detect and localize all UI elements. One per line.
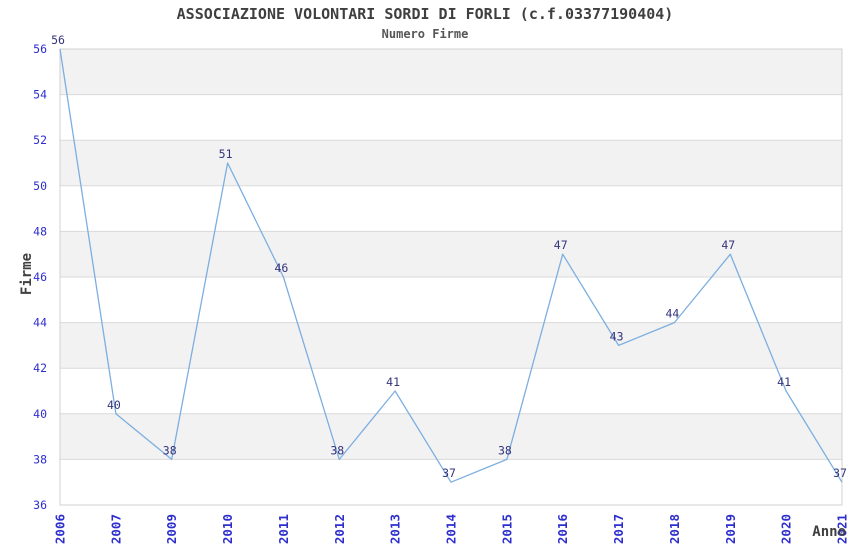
chart-subtitle: Numero Firme — [381, 27, 469, 41]
y-tick-label: 46 — [33, 270, 47, 284]
y-tick-label: 50 — [33, 179, 47, 193]
x-tick-label: 2017 — [611, 514, 626, 544]
y-tick-label: 52 — [33, 133, 47, 147]
x-tick-label: 2013 — [388, 514, 403, 544]
data-point-label: 51 — [219, 147, 233, 161]
y-axis-title: Firme — [19, 252, 35, 296]
data-point-label: 41 — [777, 375, 791, 389]
grid-band — [60, 322, 842, 369]
y-tick-label: 38 — [33, 452, 47, 466]
y-tick-label: 36 — [33, 498, 47, 512]
y-tick-label: 44 — [33, 316, 47, 330]
data-point-label: 44 — [665, 307, 679, 321]
data-point-label: 43 — [610, 329, 624, 343]
y-tick-label: 42 — [33, 361, 47, 375]
data-point-label: 41 — [386, 375, 400, 389]
x-tick-label: 2012 — [332, 514, 347, 544]
data-point-label: 38 — [163, 443, 177, 457]
grid-band — [60, 49, 842, 95]
x-axis-title: Anno — [812, 524, 846, 540]
data-point-label: 40 — [107, 398, 121, 412]
data-point-label: 38 — [330, 443, 344, 457]
y-tick-label: 54 — [33, 88, 47, 102]
data-point-label: 46 — [274, 261, 288, 275]
data-point-label: 37 — [442, 466, 456, 480]
grid-band — [60, 413, 842, 460]
data-point-label: 56 — [51, 33, 65, 47]
plot-border — [59, 48, 843, 506]
data-point-label: 47 — [721, 238, 735, 252]
x-tick-label: 2010 — [220, 514, 235, 544]
x-tick-label: 2015 — [499, 514, 514, 544]
data-point-label: 37 — [833, 466, 847, 480]
chart-title: ASSOCIAZIONE VOLONTARI SORDI DI FORLI (c… — [176, 5, 674, 23]
x-tick-label: 2016 — [555, 514, 570, 544]
data-point-label: 47 — [554, 238, 568, 252]
x-tick-label: 2019 — [723, 514, 738, 544]
y-tick-label: 56 — [33, 42, 47, 56]
x-tick-label: 2006 — [53, 514, 68, 544]
y-tick-label: 48 — [33, 224, 47, 238]
grid-band — [60, 231, 842, 277]
x-tick-label: 2009 — [164, 514, 179, 544]
x-tick-label: 2014 — [444, 514, 459, 544]
x-tick-label: 2020 — [779, 514, 794, 544]
series-line — [59, 48, 843, 483]
x-tick-label: 2021 — [835, 514, 850, 544]
x-tick-label: 2011 — [276, 514, 291, 544]
y-tick-label: 40 — [33, 407, 47, 421]
grid-band — [60, 140, 842, 186]
x-tick-label: 2018 — [667, 514, 682, 544]
x-tick-label: 2007 — [108, 514, 123, 544]
data-point-label: 38 — [498, 443, 512, 457]
